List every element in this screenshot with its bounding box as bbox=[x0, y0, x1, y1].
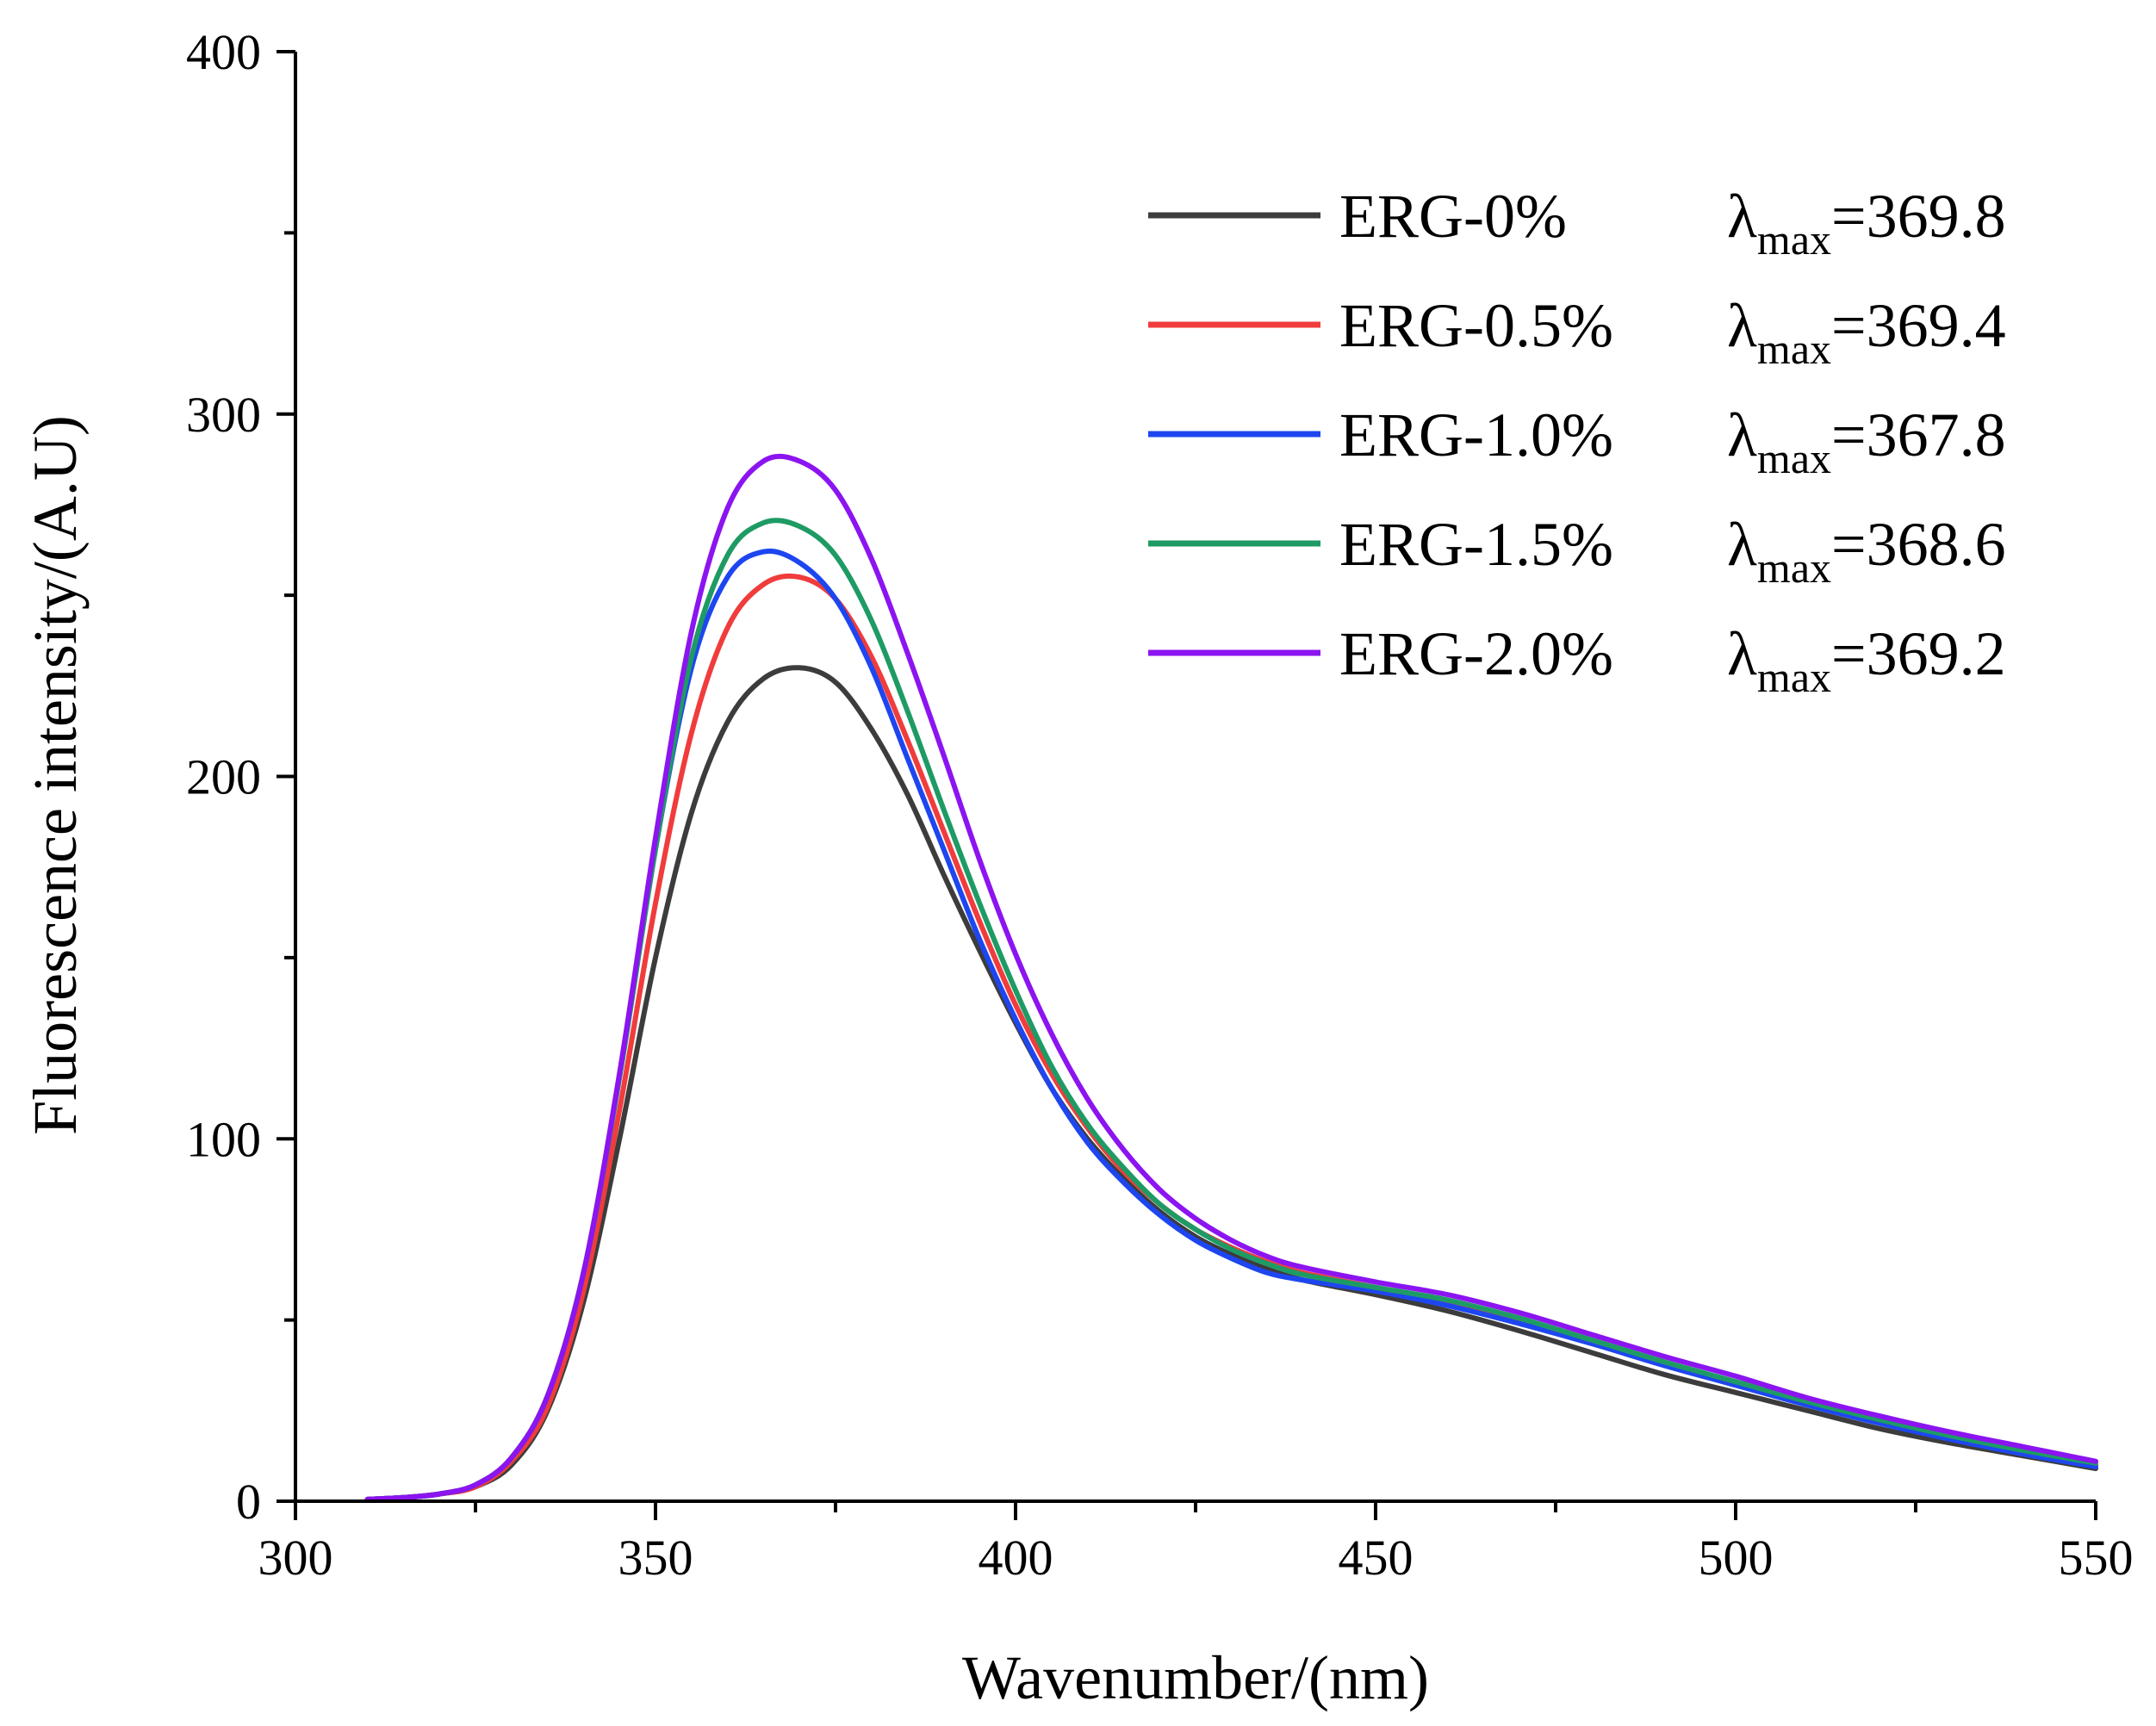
axis-layer bbox=[294, 52, 2096, 1503]
legend-lambda-erg-0: λmax=369.8 bbox=[1727, 182, 2006, 264]
legend-lambda-erg-2-0: λmax=369.2 bbox=[1727, 619, 2006, 701]
y-tick-label: 400 bbox=[186, 24, 261, 80]
y-tick-label: 100 bbox=[186, 1111, 261, 1167]
legend-label-erg-0: ERG-0% bbox=[1339, 182, 1567, 251]
legend-label-erg-1-5: ERG-1.5% bbox=[1339, 510, 1613, 579]
x-tick-label: 350 bbox=[618, 1530, 693, 1586]
label-layer: Wavenumber/(nm) Fluorescence intensity/(… bbox=[21, 24, 2134, 1712]
tick-layer bbox=[276, 50, 2097, 1520]
y-tick-label: 0 bbox=[236, 1474, 261, 1530]
legend-label-erg-1-0: ERG-1.0% bbox=[1339, 400, 1613, 469]
x-axis-title: Wavenumber/(nm) bbox=[962, 1643, 1429, 1712]
series-layer bbox=[364, 453, 2098, 1502]
y-axis-title: Fluorescence intensity/(A.U) bbox=[21, 415, 90, 1135]
legend-label-erg-2-0: ERG-2.0% bbox=[1339, 619, 1613, 688]
y-tick-label: 300 bbox=[186, 387, 261, 443]
legend: ERG-0% λmax=369.8 ERG-0.5% λmax=369.4 ERG-1.… bbox=[1148, 182, 2006, 701]
legend-lambda-erg-1-5: λmax=368.6 bbox=[1727, 510, 2006, 592]
legend-lambda-erg-0-5: λmax=369.4 bbox=[1727, 291, 2006, 373]
x-tick-label: 500 bbox=[1699, 1530, 1774, 1586]
series-line-erg-2-0 bbox=[364, 453, 2098, 1502]
x-tick-label: 550 bbox=[2059, 1530, 2134, 1586]
legend-lambda-erg-1-0: λmax=367.8 bbox=[1727, 400, 2006, 482]
legend-label-erg-0-5: ERG-0.5% bbox=[1339, 291, 1613, 360]
x-tick-label: 300 bbox=[258, 1530, 333, 1586]
x-tick-label: 400 bbox=[979, 1530, 1053, 1586]
x-tick-label: 450 bbox=[1339, 1530, 1414, 1586]
y-tick-label: 200 bbox=[186, 749, 261, 805]
